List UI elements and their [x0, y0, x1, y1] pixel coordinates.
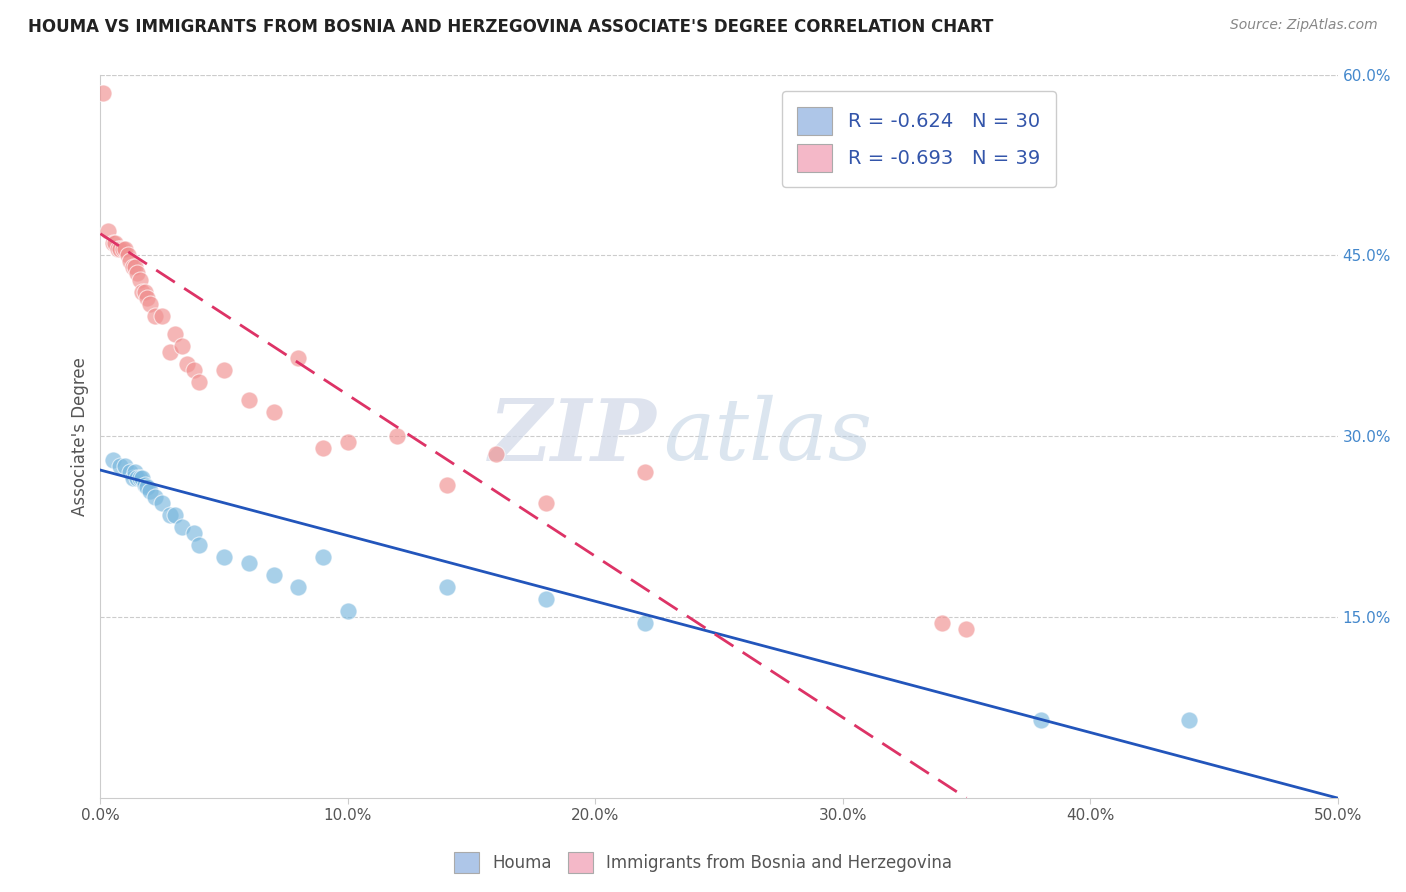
Point: [121, 471, 143, 485]
Point: [534, 592, 557, 607]
Point: [387, 429, 409, 443]
Point: [111, 243, 134, 257]
Point: [336, 435, 359, 450]
Point: [124, 466, 146, 480]
Point: [188, 375, 211, 389]
Point: [150, 309, 173, 323]
Point: [134, 285, 156, 299]
Point: [124, 260, 146, 275]
Point: [107, 243, 129, 257]
Point: [97, 224, 120, 238]
Point: [188, 538, 211, 552]
Point: [183, 525, 205, 540]
Point: [118, 466, 141, 480]
Point: [159, 344, 181, 359]
Point: [238, 393, 260, 408]
Point: [183, 363, 205, 377]
Point: [436, 580, 458, 594]
Point: [312, 549, 335, 564]
Point: [114, 459, 136, 474]
Point: [159, 508, 181, 522]
Point: [129, 471, 152, 485]
Point: [134, 477, 156, 491]
Point: [176, 357, 198, 371]
Point: [931, 616, 953, 631]
Point: [139, 296, 162, 310]
Point: [263, 568, 285, 582]
Text: atlas: atlas: [664, 395, 873, 477]
Point: [118, 254, 141, 268]
Text: Source: ZipAtlas.com: Source: ZipAtlas.com: [1230, 18, 1378, 32]
Point: [955, 622, 977, 636]
Point: [287, 580, 309, 594]
Point: [212, 549, 235, 564]
Point: [534, 495, 557, 509]
Point: [91, 86, 114, 100]
Point: [108, 243, 131, 257]
Point: [336, 604, 359, 618]
Point: [170, 520, 193, 534]
Point: [143, 309, 166, 323]
Text: ZIP: ZIP: [489, 394, 657, 478]
Y-axis label: Associate's Degree: Associate's Degree: [72, 357, 89, 516]
Point: [143, 490, 166, 504]
Point: [485, 447, 508, 461]
Point: [101, 453, 124, 467]
Point: [117, 248, 139, 262]
Point: [312, 442, 335, 456]
Point: [212, 363, 235, 377]
Point: [436, 477, 458, 491]
Point: [150, 495, 173, 509]
Legend: Houma, Immigrants from Bosnia and Herzegovina: Houma, Immigrants from Bosnia and Herzeg…: [447, 846, 959, 880]
Point: [163, 326, 186, 341]
Point: [238, 556, 260, 570]
Point: [104, 236, 127, 251]
Point: [170, 339, 193, 353]
Point: [634, 466, 657, 480]
Point: [263, 405, 285, 419]
Point: [1029, 713, 1052, 727]
Point: [114, 243, 136, 257]
Point: [136, 480, 159, 494]
Point: [1178, 713, 1201, 727]
Point: [139, 483, 162, 498]
Point: [127, 471, 149, 485]
Point: [136, 291, 159, 305]
Point: [131, 285, 153, 299]
Point: [163, 508, 186, 522]
Point: [129, 272, 152, 286]
Point: [131, 471, 153, 485]
Point: [121, 260, 143, 275]
Text: HOUMA VS IMMIGRANTS FROM BOSNIA AND HERZEGOVINA ASSOCIATE'S DEGREE CORRELATION C: HOUMA VS IMMIGRANTS FROM BOSNIA AND HERZ…: [28, 18, 994, 36]
Point: [287, 351, 309, 365]
Point: [108, 459, 131, 474]
Point: [127, 267, 149, 281]
Legend: R = -0.624   N = 30, R = -0.693   N = 39: R = -0.624 N = 30, R = -0.693 N = 39: [782, 92, 1056, 187]
Point: [101, 236, 124, 251]
Point: [634, 616, 657, 631]
